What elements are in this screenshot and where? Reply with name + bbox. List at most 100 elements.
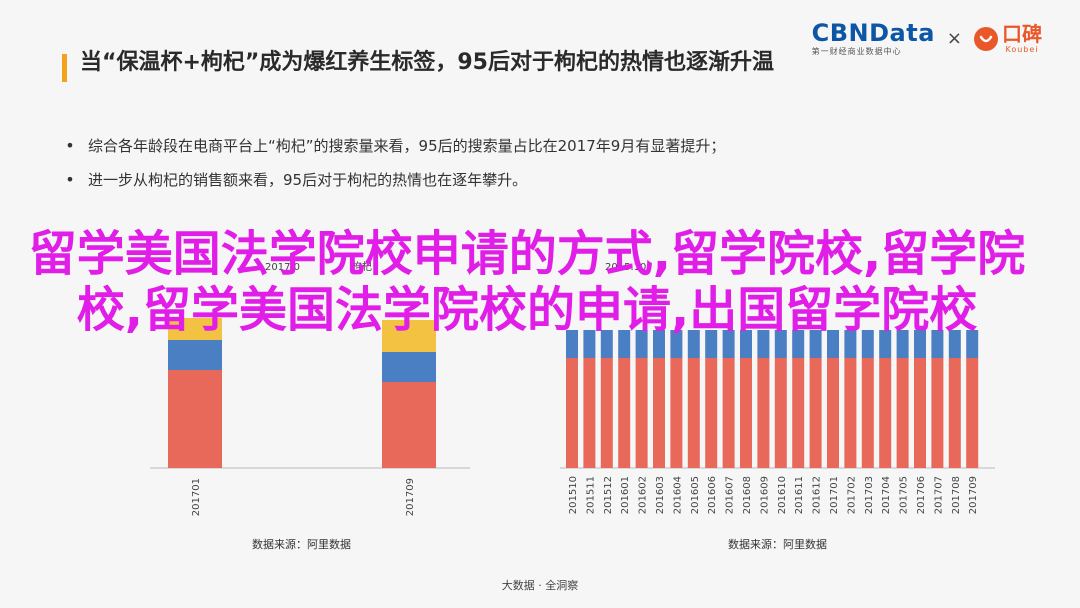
right-bar-segment-red	[948, 358, 961, 468]
right-bar-segment-blue	[687, 330, 700, 358]
right-bar-segment-blue	[583, 330, 596, 358]
right-chart-source: 数据来源：阿里数据	[728, 537, 827, 551]
right-bar-segment-blue	[722, 330, 735, 358]
right-chart-tick-label: 201704	[881, 476, 892, 514]
right-chart-tick-label: 201612	[812, 476, 823, 514]
koubei-subtitle: Koubei	[1005, 45, 1039, 54]
right-bar-segment-red	[966, 358, 979, 468]
right-bar-segment-red	[931, 358, 944, 468]
bullet-text: 综合各年龄段在电商平台上“枸杞”的搜索量来看，95后的搜索量占比在2017年9月…	[88, 136, 726, 155]
right-chart-tick-label: 201603	[655, 476, 666, 514]
right-bar-segment-blue	[966, 330, 979, 358]
times-icon: ×	[946, 28, 962, 49]
right-chart-tick-label: 201611	[794, 476, 805, 514]
right-bar-segment-red	[861, 358, 874, 468]
right-bar-segment-red	[618, 358, 631, 468]
right-chart-tick-label: 201606	[707, 476, 718, 514]
page-title: 当“保温杯+枸杞”成为爆红养生标签，95后对于枸杞的热情也逐渐升温	[80, 50, 774, 75]
right-chart: 2015.10 201510 201511 201512 201601 201602 20…	[560, 262, 995, 551]
bullet-text: 进一步从枸杞的销售额来看，95后对于枸杞的热情也在逐年攀升。	[88, 170, 528, 189]
right-bar-segment-blue	[896, 330, 909, 358]
cbndata-wordmark: CBNData	[811, 19, 935, 47]
right-bar-segment-red	[566, 358, 578, 468]
right-chart-tick-label: 201705	[899, 476, 910, 514]
right-bar-segment-blue	[600, 330, 613, 358]
right-bar-segment-blue	[774, 330, 787, 358]
title-accent-bar	[62, 54, 67, 82]
brand-logos: CBNData 第一财经商业数据中心 × 口碑 Koubei	[812, 20, 1042, 57]
bullet-list: • 综合各年龄段在电商平台上“枸杞”的搜索量来看，95后的搜索量占比在2017年…	[60, 128, 960, 196]
right-bar-segment-red	[809, 358, 822, 468]
right-bar-segment-red	[879, 358, 892, 468]
right-bar-segment-blue	[740, 330, 752, 358]
right-bar-segment-blue	[705, 330, 718, 358]
right-chart-tick-label: 201702	[846, 476, 857, 514]
right-bar-segment-red	[774, 358, 787, 468]
right-bar-segment-red	[687, 358, 700, 468]
right-bar-segment-red	[827, 358, 839, 468]
right-bar-segment-red	[670, 358, 683, 468]
right-bar-segment-blue	[809, 330, 822, 358]
right-bar-segment-blue	[861, 330, 874, 358]
right-bar-segment-red	[914, 358, 926, 468]
right-bar-segment-red	[722, 358, 735, 468]
right-bar-segment-blue	[653, 330, 665, 358]
right-bar-segment-red	[705, 358, 718, 468]
right-bar-segment-blue	[670, 330, 683, 358]
left-bar-segment-yellow	[382, 320, 436, 352]
left-chart-source: 数据来源：阿里数据	[252, 537, 351, 551]
right-chart-tick-label: 201708	[951, 476, 962, 514]
right-chart-tick-label: 201604	[672, 476, 683, 514]
right-chart-tick-label: 201511	[585, 476, 596, 514]
cbndata-subtitle: 第一财经商业数据中心	[811, 47, 902, 56]
footer-credit: 大数据 · 全洞察	[501, 579, 579, 592]
right-chart-tick-label: 201512	[603, 476, 614, 514]
left-bar-segment-red	[382, 382, 436, 468]
bullet-dot-icon: •	[65, 169, 75, 189]
right-chart-tick-label: 201605	[690, 476, 701, 514]
right-chart-tick-label: 201701	[829, 476, 840, 514]
right-bar-segment-red	[792, 358, 805, 468]
right-bar-segment-red	[844, 358, 857, 468]
koubei-logo: 口碑 Koubei	[974, 23, 1042, 54]
right-bar-segment-blue	[618, 330, 631, 358]
right-bar-segment-blue	[879, 330, 892, 358]
right-bar-segment-red	[583, 358, 596, 468]
left-bar-segment-blue	[382, 352, 436, 382]
right-chart-tick-label: 201601	[620, 476, 631, 514]
koubei-wordmark: 口碑	[1002, 22, 1042, 46]
right-chart-tick-label: 201707	[933, 476, 944, 514]
right-chart-tick-label: 201609	[759, 476, 770, 514]
right-chart-tick-label: 201510	[568, 476, 579, 514]
right-bar-segment-blue	[792, 330, 805, 358]
right-bar-segment-red	[600, 358, 613, 468]
right-bar-segment-blue	[948, 330, 961, 358]
right-bar-segment-red	[896, 358, 909, 468]
cbndata-logo: CBNData 第一财经商业数据中心	[812, 20, 935, 57]
right-bar-segment-blue	[844, 330, 857, 358]
koubei-smile-icon	[974, 26, 998, 51]
right-bar-segment-red	[635, 358, 648, 468]
right-chart-tick-label: 201610	[777, 476, 788, 514]
right-bar-segment-blue	[914, 330, 926, 358]
right-bar-segment-blue	[827, 330, 839, 358]
bullet-item: • 进一步从枸杞的销售额来看，95后对于枸杞的热情也在逐年攀升。	[60, 162, 960, 196]
right-chart-tick-label: 201706	[916, 476, 927, 514]
bullet-dot-icon: •	[65, 135, 75, 155]
right-bar-segment-blue	[566, 330, 578, 358]
left-chart-tick-label: 201701	[191, 478, 202, 516]
bullet-item: • 综合各年龄段在电商平台上“枸杞”的搜索量来看，95后的搜索量占比在2017年…	[60, 128, 960, 162]
right-bar-segment-blue	[757, 330, 770, 358]
right-chart-tick-label: 201607	[725, 476, 736, 514]
right-chart-tick-label: 201703	[864, 476, 875, 514]
right-bar-segment-red	[653, 358, 665, 468]
left-chart-tick-label: 201709	[405, 478, 416, 516]
right-chart-caption: 2015.10	[605, 262, 646, 273]
right-bar-segment-red	[740, 358, 752, 468]
left-bar-segment-yellow	[168, 318, 222, 340]
left-chart-caption: 2017.0	[265, 262, 300, 273]
right-bar-segment-blue	[635, 330, 648, 358]
overlay-headline: 留学美国法学院校申请的方式,留学院校,留学院校,留学美国法学院校的申请,出国留学…	[28, 226, 1026, 338]
